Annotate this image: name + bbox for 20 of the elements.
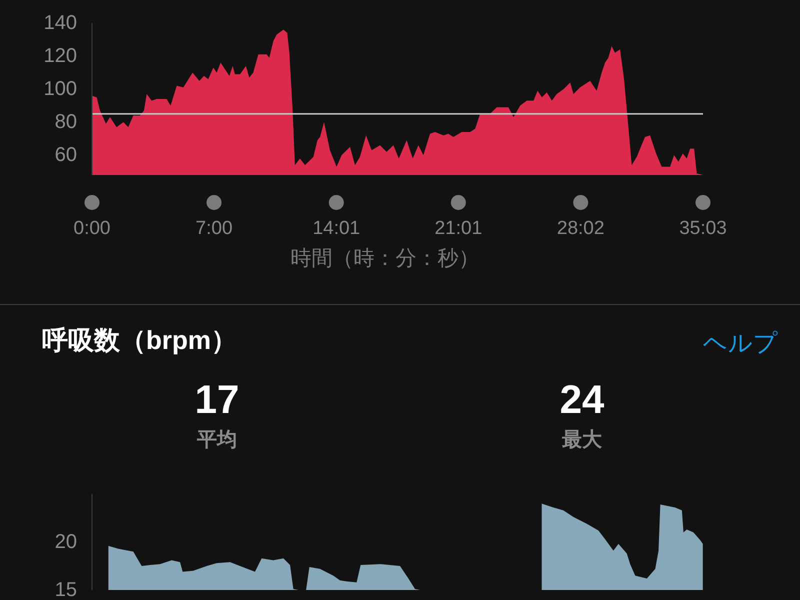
x-tick-label: 35:03 [679,218,727,239]
x-tick-label: 7:00 [196,218,233,239]
x-tick-label: 0:00 [74,218,110,239]
text: 17 [194,377,240,423]
x-axis-title: 時間（時：分：秒） [290,246,480,272]
chart-title: 呼吸数（brpm） [42,324,237,356]
y-tick-label: 15 [54,579,77,600]
text: ヘルプ [703,329,778,359]
x-tick-label: 14:01 [312,218,360,239]
y-tick-label: 100 [44,78,77,100]
y-tick-label: 80 [54,111,77,134]
y-tick-label: 20 [54,531,77,553]
y-tick-label: 140 [44,12,77,34]
y-tick-label: 120 [44,45,77,68]
x-tick-label: 28:02 [556,218,604,239]
text: 最大 [561,428,603,452]
text: 平均 [196,428,238,452]
x-tick-label: 21:01 [434,218,482,239]
y-tick-label: 60 [54,144,77,166]
text: 24 [558,377,606,423]
